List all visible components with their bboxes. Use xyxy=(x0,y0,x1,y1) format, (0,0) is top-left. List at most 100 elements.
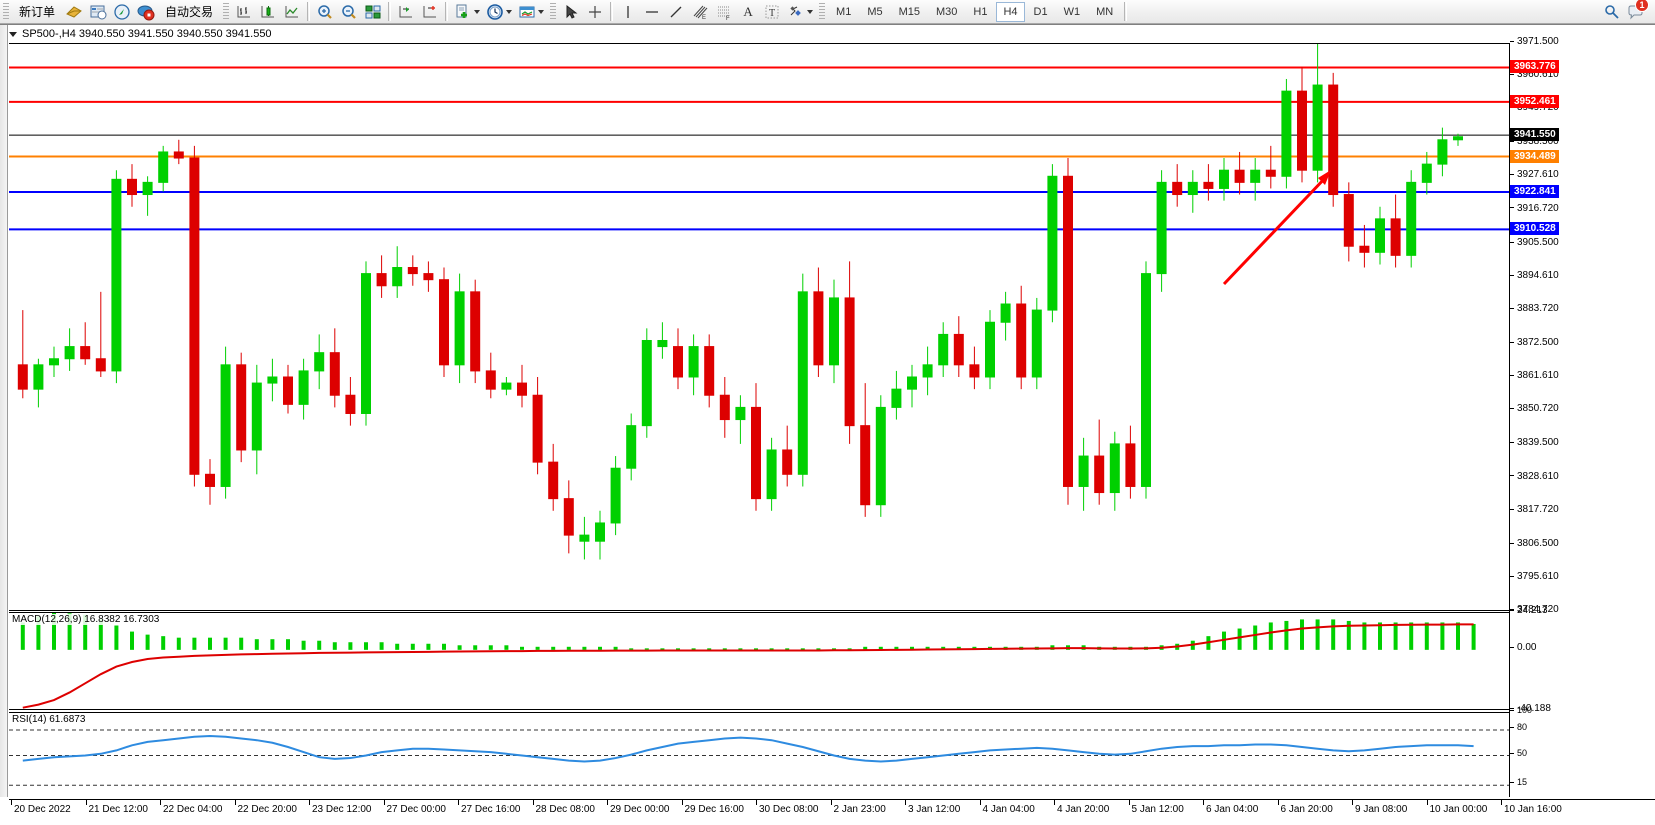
timeframe-m15[interactable]: M15 xyxy=(898,5,920,18)
price-tick: 3905.500 xyxy=(1510,237,1559,248)
candle-body xyxy=(1375,218,1385,253)
notification-count: 1 xyxy=(1635,0,1649,12)
horizontal-line-icon[interactable] xyxy=(641,1,663,23)
candle-body xyxy=(1031,309,1042,378)
toolbar-grip-3[interactable] xyxy=(550,2,557,21)
candle-body xyxy=(189,157,200,475)
autotrading-icon[interactable] xyxy=(135,1,157,23)
time-tick: 3 Jan 12:00 xyxy=(908,804,961,815)
candle-body xyxy=(1219,169,1229,189)
timeframe-h4[interactable]: H4 xyxy=(996,1,1025,22)
bar-chart-icon[interactable] xyxy=(233,1,255,23)
time-tick: 27 Dec 00:00 xyxy=(386,804,447,815)
timeframe-d1[interactable]: D1 xyxy=(1033,5,1048,18)
timeframe-w1[interactable]: W1 xyxy=(1063,5,1081,18)
time-gradation xyxy=(85,800,87,805)
market-watch-icon[interactable] xyxy=(87,1,109,23)
time-axis[interactable]: 20 Dec 2022 21 Dec 12:00 22 Dec 04:00 22 De… xyxy=(9,799,1655,825)
vertical-line-icon[interactable] xyxy=(617,1,639,23)
macd-pane[interactable]: MACD(12,26,9) 16.8382 16.7303 xyxy=(9,612,1509,710)
time-gradation xyxy=(11,800,12,805)
candle-body xyxy=(220,364,231,487)
new-order-button[interactable]: 新订单 xyxy=(13,1,61,23)
candle-body xyxy=(236,364,247,451)
time-gradation xyxy=(458,800,459,805)
tile-windows-icon[interactable] xyxy=(362,1,384,23)
time-tick: 21 Dec 12:00 xyxy=(88,804,149,815)
crosshair-icon[interactable] xyxy=(584,1,606,23)
candle-body xyxy=(1172,181,1183,196)
timeframe-mn[interactable]: MN xyxy=(1096,5,1114,18)
candle-body xyxy=(657,339,668,348)
chart-scrollbar[interactable] xyxy=(0,25,8,797)
toolbar-grip-4[interactable] xyxy=(819,2,826,21)
candle-body xyxy=(579,534,590,542)
candlestick-chart-icon[interactable] xyxy=(257,1,279,23)
candle-body xyxy=(1000,303,1011,323)
price-label-support-2[interactable]: 3910.528 xyxy=(1510,222,1559,236)
objects-icon[interactable] xyxy=(785,1,815,23)
auto-scroll-icon[interactable] xyxy=(419,1,441,23)
timeframe-h1[interactable]: H1 xyxy=(973,5,988,18)
candle-body xyxy=(470,291,481,372)
time-tick: 20 Dec 2022 xyxy=(14,804,71,815)
timeframe-m30[interactable]: M30 xyxy=(936,5,958,18)
time-tick: 2 Jan 23:00 xyxy=(833,804,886,815)
line-chart-icon[interactable] xyxy=(281,1,303,23)
notification-icon[interactable]: 1 xyxy=(1625,0,1649,23)
navigator-icon[interactable] xyxy=(111,1,133,23)
chevron-down-icon-3[interactable] xyxy=(538,9,545,14)
rsi-line xyxy=(22,734,1474,763)
candle-body xyxy=(1016,303,1027,378)
price-tick: 3850.720 xyxy=(1510,403,1559,414)
candle-body xyxy=(1328,84,1339,196)
candle-body xyxy=(844,297,855,427)
candle-body xyxy=(1156,181,1167,275)
price-label-ask-line[interactable]: 3934.489 xyxy=(1510,149,1559,163)
fibonacci-icon[interactable]: F xyxy=(713,1,735,23)
equidistant-channel-icon[interactable]: E xyxy=(689,1,711,23)
time-gradation xyxy=(309,800,310,805)
price-pane[interactable] xyxy=(9,43,1509,611)
svg-text:F: F xyxy=(726,16,730,21)
autotrading-button[interactable]: 自动交易 xyxy=(159,1,219,23)
toolbar-grip[interactable] xyxy=(3,2,9,21)
timeframe-m1[interactable]: M1 xyxy=(836,5,852,18)
symbol-ohlc-label: SP500-,H4 3940.550 3941.550 3940.550 394… xyxy=(22,28,272,40)
time-tick: 22 Dec 04:00 xyxy=(163,804,223,815)
price-label-bid-line[interactable]: 3941.550 xyxy=(1510,128,1559,142)
profile-icon[interactable] xyxy=(63,1,85,23)
candle-body xyxy=(1437,139,1448,165)
price-tick: 3960.610 xyxy=(1510,69,1559,80)
time-gradation xyxy=(1501,800,1502,805)
price-label-support-1[interactable]: 3922.841 xyxy=(1510,184,1559,198)
zoom-in-icon[interactable] xyxy=(314,1,336,23)
candle-body xyxy=(1359,245,1370,253)
chevron-down-icon-2[interactable] xyxy=(506,9,513,14)
trendline-icon[interactable] xyxy=(665,1,687,23)
candle-body xyxy=(829,297,839,366)
zoom-out-icon[interactable] xyxy=(338,1,360,23)
chart-shift-icon[interactable] xyxy=(395,1,417,23)
time-tick: 29 Dec 00:00 xyxy=(610,804,670,815)
chevron-down-icon[interactable] xyxy=(474,9,481,14)
text-label-icon[interactable]: T xyxy=(761,1,783,23)
collapse-icon[interactable] xyxy=(9,31,17,37)
cursor-icon[interactable] xyxy=(560,1,582,23)
search-icon[interactable] xyxy=(1601,1,1623,23)
text-icon[interactable]: A xyxy=(743,3,753,19)
price-label-resistance-1[interactable]: 3952.461 xyxy=(1510,94,1559,108)
toolbar-grip-2[interactable] xyxy=(223,2,230,21)
toolbar-separator-2 xyxy=(388,2,392,21)
toolbar-separator-4 xyxy=(610,2,614,21)
price-label-resistance-2[interactable]: 3963.776 xyxy=(1510,60,1559,74)
templates-icon[interactable] xyxy=(516,1,546,23)
rsi-pane[interactable]: RSI(14) 61.6873 xyxy=(9,712,1509,797)
timeframe-m5[interactable]: M5 xyxy=(867,5,883,18)
autotrading-label: 自动交易 xyxy=(165,5,214,19)
price-axis[interactable]: 3971.5003960.6103949.7203938.5003927.610… xyxy=(1509,36,1655,797)
period-icon[interactable] xyxy=(484,1,514,23)
chevron-down-icon-4[interactable] xyxy=(807,9,814,14)
time-tick: 28 Dec 08:00 xyxy=(535,804,596,815)
indicators-icon[interactable] xyxy=(452,1,482,23)
